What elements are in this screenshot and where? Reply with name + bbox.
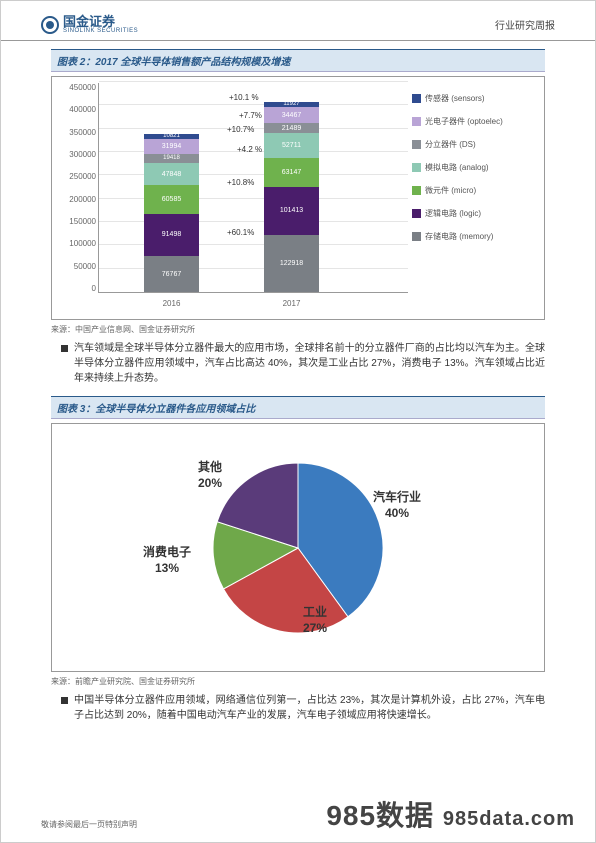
chart2-legend: 传感器 (sensors) 光电子器件 (optoelec) 分立器件 (DS) 模拟… <box>412 93 534 254</box>
paragraph-2: 中国半导体分立器件应用领域，网络通信位列第一，占比达 23%，其次是计算机外设，… <box>61 693 545 723</box>
watermark-en: 985data.com <box>443 808 575 830</box>
bar-segment: 19418 <box>144 154 199 163</box>
legend-label: 存储电路 (memory) <box>425 231 493 242</box>
pie-label: 消费电子13% <box>143 545 191 576</box>
chart3-box: 汽车行业40% 工业27% 消费电子13% 其他20% <box>51 423 545 672</box>
growth-label: +4.2 % <box>237 145 262 154</box>
paragraph-1: 汽车领域是全球半导体分立器件最大的应用市场，全球排名前十的分立器件厂商的占比均以… <box>61 341 545 386</box>
logo-en: SINOLINK SECURITIES <box>63 28 138 34</box>
legend-item: 分立器件 (DS) <box>412 139 534 150</box>
footer-note: 敬请参阅最后一页特别声明 <box>41 819 137 830</box>
bar-segment: 91498 <box>144 214 199 257</box>
legend-swatch <box>412 186 421 195</box>
legend-swatch <box>412 232 421 241</box>
bar-segment: 21489 <box>264 123 319 133</box>
header-category: 行业研究周报 <box>495 17 555 32</box>
bar-segment: 52711 <box>264 133 319 158</box>
y-tick: 200000 <box>58 195 96 204</box>
legend-swatch <box>412 94 421 103</box>
bar-column: 767679149860585478481941831994108212016 <box>144 134 199 292</box>
logo: 国金证券 SINOLINK SECURITIES <box>41 15 138 34</box>
chart2-box: 450000 400000 350000 300000 250000 200000 1500… <box>51 76 545 320</box>
legend-swatch <box>412 140 421 149</box>
x-label: 2016 <box>144 299 199 308</box>
y-tick: 450000 <box>58 83 96 92</box>
para1-text: 汽车领域是全球半导体分立器件最大的应用市场，全球排名前十的分立器件厂商的占比均以… <box>74 341 545 386</box>
bar-segment: 76767 <box>144 256 199 292</box>
para2-text: 中国半导体分立器件应用领域，网络通信位列第一，占比达 23%，其次是计算机外设，… <box>74 693 545 723</box>
bar-segment: 101413 <box>264 187 319 234</box>
pie-label: 其他20% <box>198 460 222 491</box>
bar-chart: 450000 400000 350000 300000 250000 200000 1500… <box>58 83 538 313</box>
bar-segment: 31994 <box>144 139 199 154</box>
legend-item: 存储电路 (memory) <box>412 231 534 242</box>
growth-label: +10.8% <box>227 178 254 187</box>
pie-label: 工业27% <box>303 605 327 636</box>
watermark-cn: 985数据 <box>326 800 434 831</box>
legend-swatch <box>412 209 421 218</box>
y-tick: 400000 <box>58 105 96 114</box>
page-header: 国金证券 SINOLINK SECURITIES 行业研究周报 <box>1 1 595 41</box>
watermark: 985数据 985data.com <box>326 794 575 834</box>
legend-label: 传感器 (sensors) <box>425 93 485 104</box>
legend-label: 逻辑电路 (logic) <box>425 208 481 219</box>
chart2-source: 来源：中国产业信息网、国金证券研究所 <box>51 324 545 335</box>
pie-label: 汽车行业40% <box>373 490 421 521</box>
y-tick: 100000 <box>58 239 96 248</box>
x-label: 2017 <box>264 299 319 308</box>
y-tick: 0 <box>58 284 96 293</box>
legend-label: 微元件 (micro) <box>425 185 476 196</box>
pie-svg <box>203 453 393 643</box>
y-tick: 250000 <box>58 172 96 181</box>
bar-segment: 60585 <box>144 185 199 213</box>
logo-icon <box>41 16 59 34</box>
growth-label: +7.7% <box>239 111 262 120</box>
growth-label: +60.1% <box>227 228 254 237</box>
legend-label: 模拟电路 (analog) <box>425 162 489 173</box>
bullet-icon <box>61 345 68 352</box>
legend-item: 光电子器件 (optoelec) <box>412 116 534 127</box>
legend-item: 传感器 (sensors) <box>412 93 534 104</box>
y-axis: 450000 400000 350000 300000 250000 200000 1500… <box>58 83 96 293</box>
chart3-title: 图表 3：全球半导体分立器件各应用领域占比 <box>51 396 545 419</box>
growth-label: +10.1 % <box>229 93 259 102</box>
legend-label: 光电子器件 (optoelec) <box>425 116 503 127</box>
y-tick: 300000 <box>58 150 96 159</box>
legend-item: 模拟电路 (analog) <box>412 162 534 173</box>
pie-chart: 汽车行业40% 工业27% 消费电子13% 其他20% <box>58 430 538 665</box>
bar-column: 1229181014136314752711214893446711927201… <box>264 102 319 292</box>
legend-item: 微元件 (micro) <box>412 185 534 196</box>
legend-swatch <box>412 117 421 126</box>
chart2-title: 图表 2：2017 全球半导体销售额产品结构规模及增速 <box>51 49 545 72</box>
chart3-source: 来源：前瞻产业研究院、国金证券研究所 <box>51 676 545 687</box>
legend-swatch <box>412 163 421 172</box>
y-tick: 50000 <box>58 262 96 271</box>
growth-label: +10.7% <box>227 125 254 134</box>
bullet-icon <box>61 697 68 704</box>
bar-segment: 34467 <box>264 107 319 123</box>
y-tick: 150000 <box>58 217 96 226</box>
legend-item: 逻辑电路 (logic) <box>412 208 534 219</box>
bar-segment: 47848 <box>144 163 199 185</box>
bar-segment: 122918 <box>264 235 319 292</box>
bar-segment: 63147 <box>264 158 319 187</box>
plot-area: 7676791498605854784819418319941082120161… <box>98 83 408 293</box>
y-tick: 350000 <box>58 128 96 137</box>
legend-label: 分立器件 (DS) <box>425 139 476 150</box>
logo-cn: 国金证券 <box>63 15 138 28</box>
